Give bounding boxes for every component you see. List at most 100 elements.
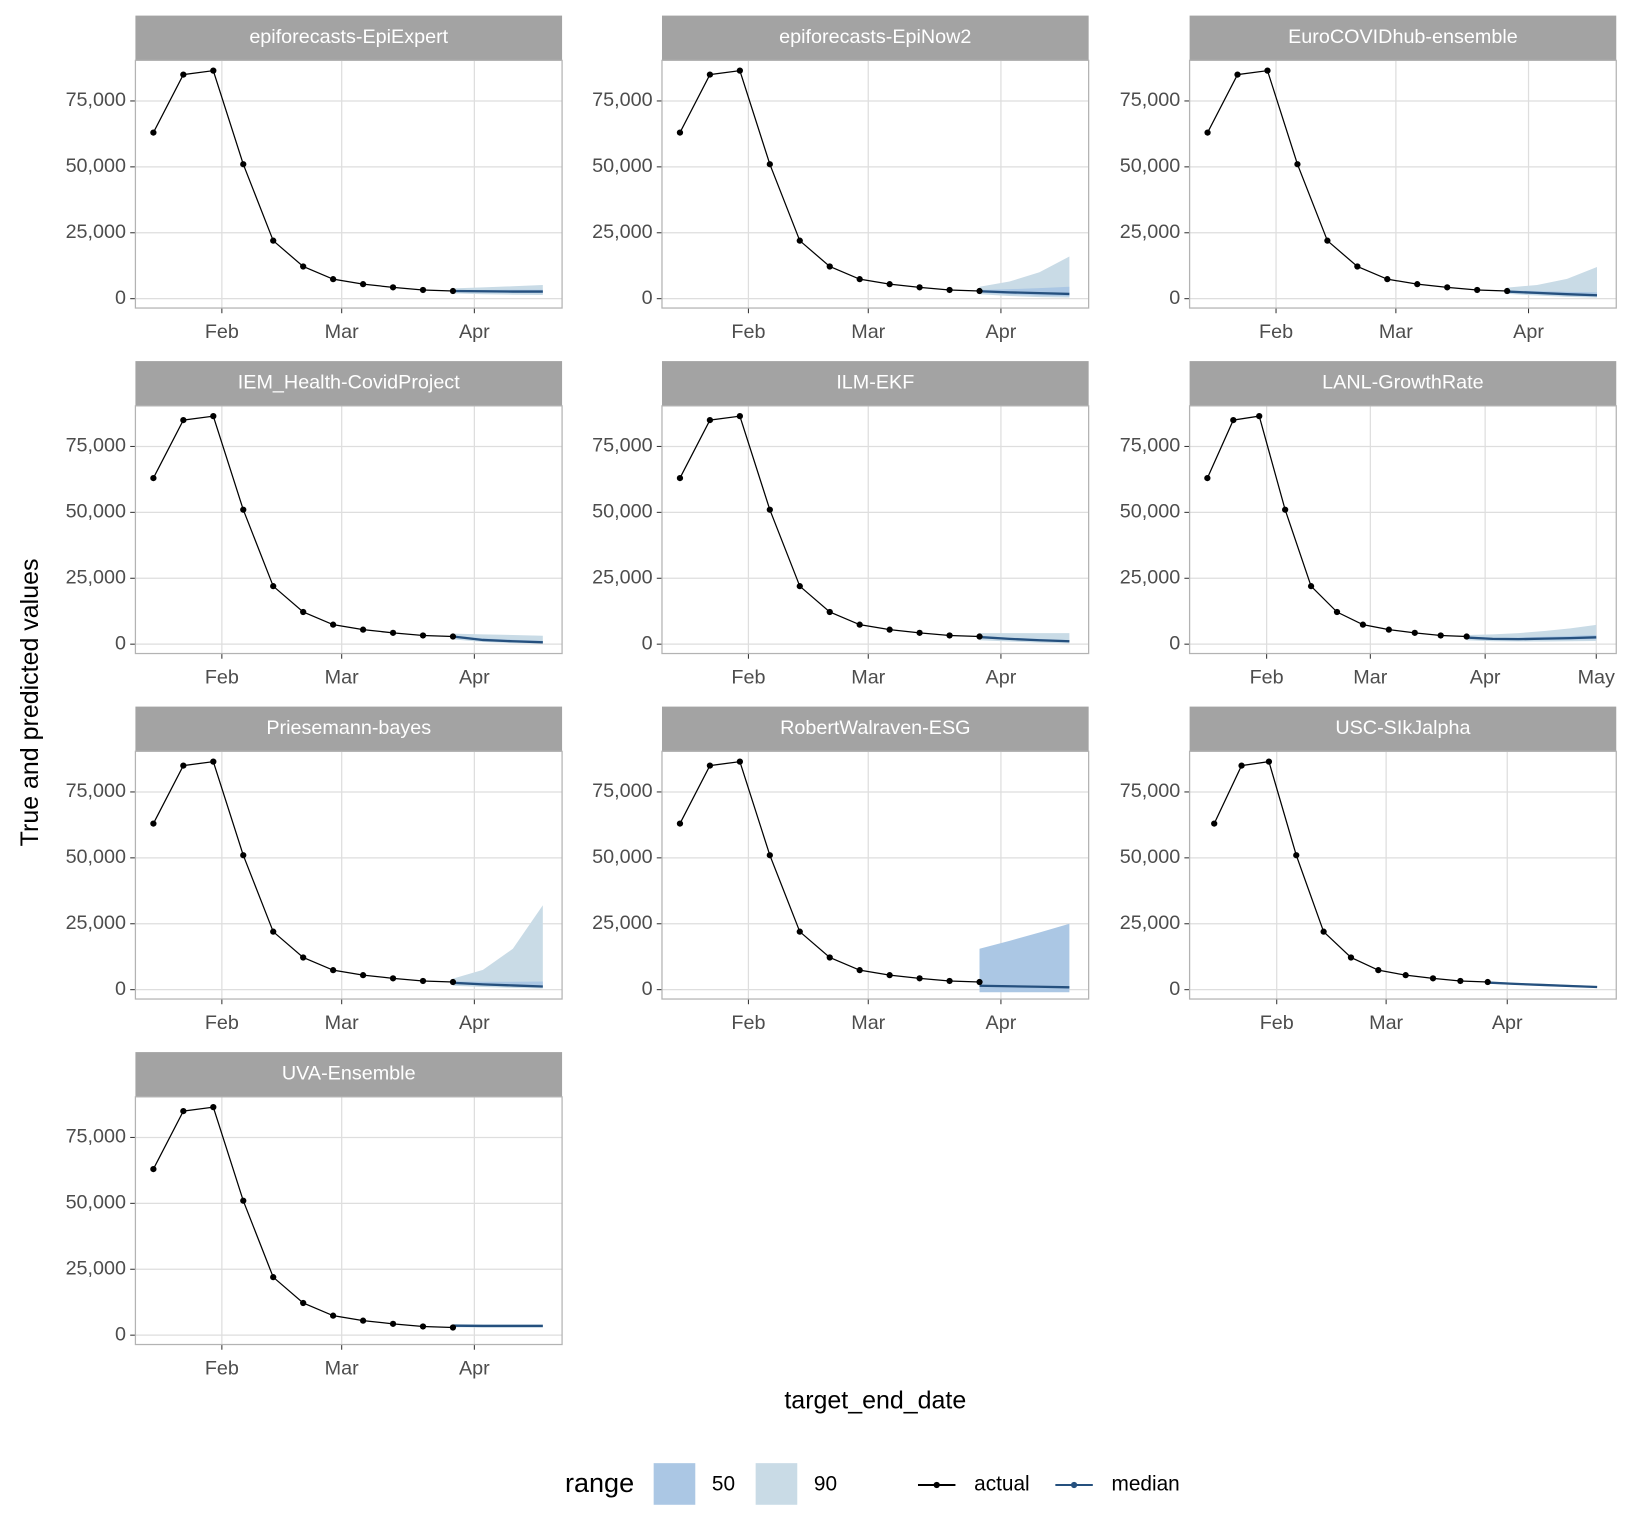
panel-border	[134, 750, 563, 1000]
x-tick-label: Mar	[1379, 321, 1413, 343]
plot-area	[661, 60, 1089, 309]
actual-point	[1347, 954, 1355, 961]
actual-point	[389, 1320, 397, 1327]
actual-point	[676, 820, 684, 827]
y-axis-title: True and predicted values	[16, 559, 44, 847]
x-tick-label: Mar	[851, 667, 885, 689]
x-axis-title: target_end_date	[784, 1386, 966, 1414]
strip	[1189, 15, 1617, 61]
plot-area	[135, 751, 563, 1000]
actual-point	[1414, 281, 1421, 288]
y-tick-label: 25,000	[66, 566, 126, 588]
actual-point	[270, 237, 277, 244]
actual-point	[856, 967, 863, 974]
legend-swatch	[653, 1463, 696, 1505]
actual-point	[976, 978, 983, 986]
x-tick-label: Feb	[731, 667, 765, 689]
y-tick-label: 25,000	[592, 912, 652, 934]
x-tick-label: Feb	[1259, 321, 1293, 343]
y-tick-label: 50,000	[592, 501, 652, 523]
actual-point	[1385, 626, 1392, 633]
x-tick-label: Feb	[1260, 1012, 1294, 1034]
actual-point	[1359, 621, 1367, 628]
actual-point	[300, 608, 307, 616]
actual-point	[766, 161, 773, 168]
y-tick-label: 75,000	[592, 89, 652, 111]
actual-point	[270, 928, 277, 935]
strip	[661, 15, 1089, 61]
actual-point	[736, 413, 743, 420]
y-tick-label: 75,000	[1120, 89, 1180, 111]
interval-band	[452, 905, 543, 989]
median-line	[979, 984, 1070, 989]
panel-title: LANL-GrowthRate	[1322, 372, 1483, 394]
x-tick-label: Apr	[1513, 321, 1544, 343]
actual-point	[180, 416, 187, 424]
actual-point	[1402, 972, 1409, 979]
actual-point	[1238, 762, 1245, 769]
actual-point	[180, 71, 187, 78]
plot-area	[1189, 405, 1617, 654]
actual-point	[389, 284, 397, 291]
y-tick-label: 0	[115, 632, 126, 654]
actual-point	[1463, 633, 1470, 640]
panel-title: EuroCOVIDhub-ensemble	[1288, 26, 1518, 48]
actual-point	[240, 852, 247, 859]
actual-point	[1204, 129, 1211, 136]
x-tick-label: Mar	[325, 667, 359, 689]
panel-title: Priesemann-bayes	[266, 717, 431, 739]
y-tick-label: 50,000	[592, 155, 652, 177]
y-tick-label: 50,000	[66, 155, 126, 177]
actual-point	[300, 954, 307, 961]
interval-band	[1507, 267, 1598, 298]
actual-point	[916, 284, 923, 291]
x-tick-label: Mar	[851, 321, 885, 343]
y-tick-label: 50,000	[1120, 501, 1180, 523]
actual-point	[766, 852, 773, 859]
y-tick-label: 25,000	[66, 912, 126, 934]
actual-point	[210, 67, 217, 74]
actual-point	[359, 281, 367, 288]
actual-point	[736, 758, 743, 765]
actual-point	[449, 1324, 457, 1331]
actual-point	[419, 977, 427, 985]
actual-point	[1411, 629, 1418, 636]
actual-point	[1204, 474, 1211, 482]
actual-point	[330, 276, 337, 283]
actual-point	[210, 413, 217, 420]
actual-point	[1264, 67, 1271, 74]
y-tick-label: 75,000	[66, 89, 126, 111]
y-tick-label: 75,000	[592, 435, 652, 457]
actual-point	[240, 1197, 247, 1204]
median-line	[1487, 981, 1598, 989]
actual-point	[796, 928, 803, 935]
y-tick-label: 50,000	[66, 501, 126, 523]
y-tick-label: 75,000	[66, 435, 126, 457]
panel-border	[134, 1096, 563, 1346]
actual-point	[1324, 237, 1331, 244]
y-tick-label: 0	[1169, 978, 1180, 1000]
actual-point	[946, 286, 953, 294]
legend-label: 90	[814, 1473, 837, 1496]
strip	[661, 706, 1089, 752]
panel-border	[661, 750, 1090, 1000]
x-tick-label: Apr	[459, 321, 490, 343]
actual-point	[449, 633, 457, 640]
actual-point	[916, 629, 923, 636]
actual-point	[1429, 975, 1437, 982]
y-tick-label: 25,000	[592, 221, 652, 243]
strip	[1189, 361, 1617, 406]
x-tick-label: Feb	[205, 667, 239, 689]
actual-point	[330, 621, 337, 628]
actual-point	[1375, 967, 1382, 974]
actual-point	[976, 287, 983, 295]
actual-point	[1230, 416, 1237, 424]
y-tick-label: 0	[1169, 632, 1180, 654]
actual-point	[676, 129, 684, 136]
legend-label: median	[1112, 1473, 1180, 1496]
actual-point	[1384, 276, 1391, 283]
actual-point	[826, 608, 833, 616]
panel-title: IEM_Health-CovidProject	[238, 372, 460, 394]
y-tick-label: 75,000	[1120, 780, 1180, 802]
y-tick-label: 0	[642, 287, 653, 309]
